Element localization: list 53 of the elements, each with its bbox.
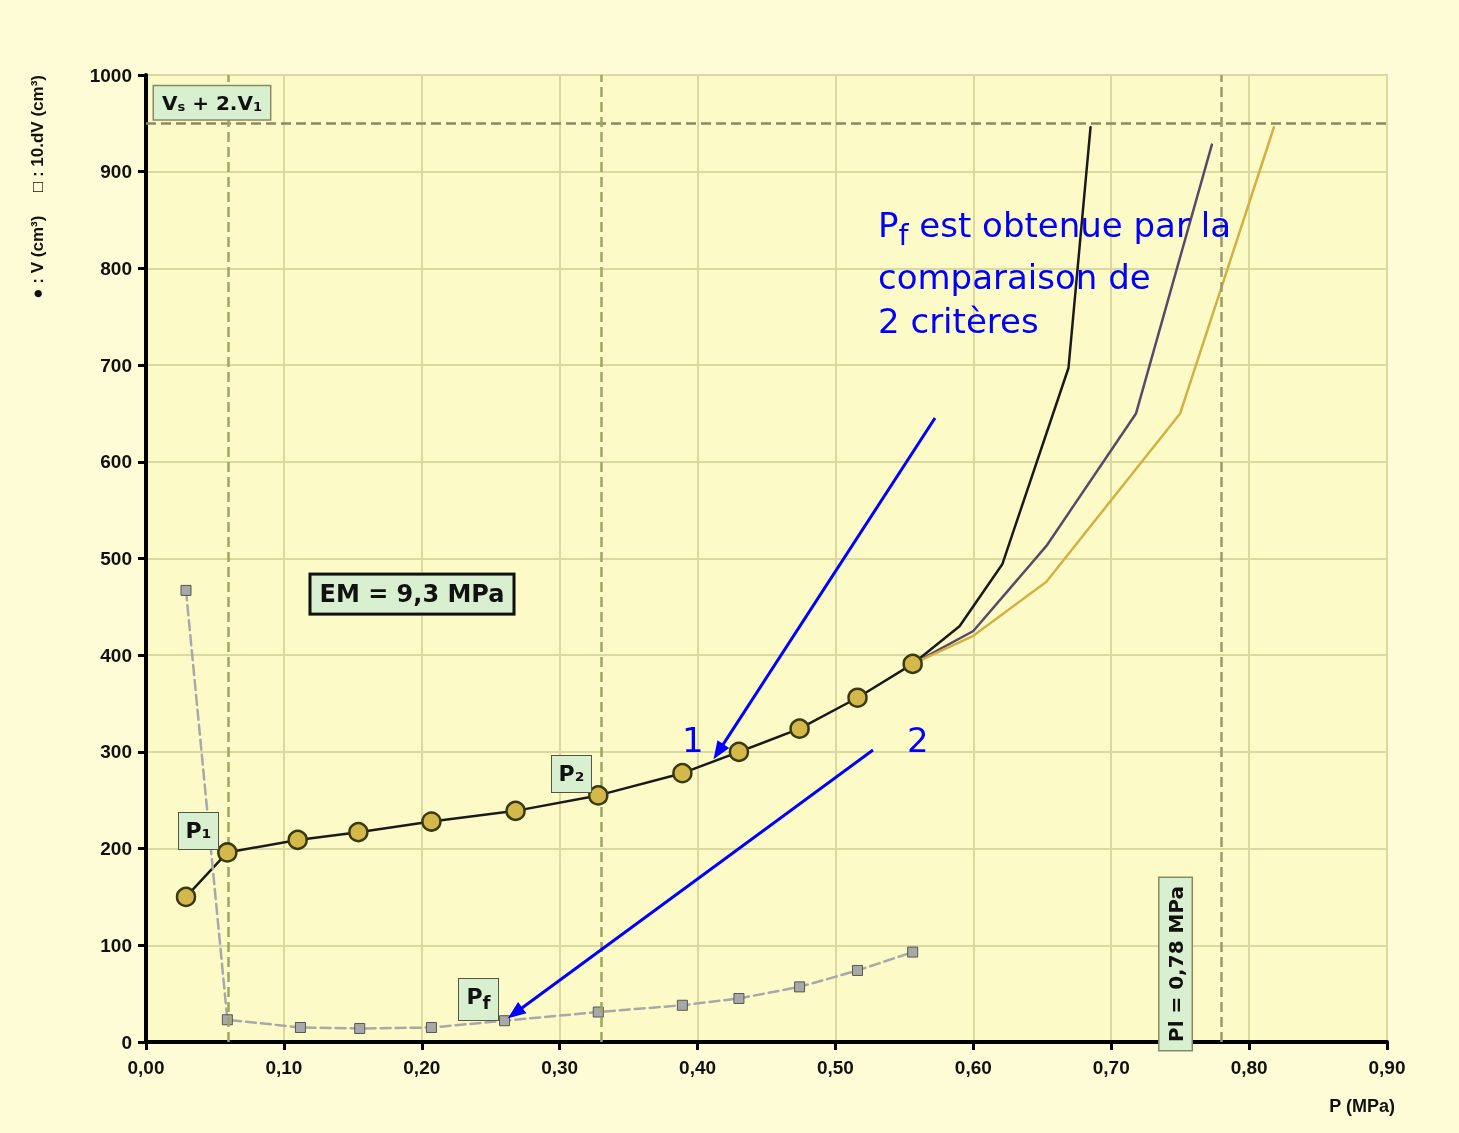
- point: [294, 1021, 306, 1033]
- y-tick-label: 800: [100, 257, 132, 279]
- point: [672, 762, 693, 784]
- point: [175, 886, 197, 908]
- ref-line-label: Pl = 0,78 MPa: [1163, 885, 1188, 1042]
- x-tick-label: 0,70: [1092, 1057, 1130, 1078]
- y-tick-label: 900: [100, 161, 132, 183]
- y-tick-label: 500: [100, 548, 132, 569]
- point: [499, 1015, 511, 1027]
- x-tick-label: 0,10: [265, 1057, 303, 1078]
- point: [180, 584, 192, 596]
- y-axis-title: ● : V (cm³) □ : 10.dV (cm³): [28, 75, 47, 299]
- y-tick-label: 100: [100, 934, 132, 956]
- annotation: 2: [907, 719, 929, 762]
- annotation: P₂: [550, 755, 593, 794]
- y-tick-label: 400: [100, 644, 132, 666]
- annotation: P₁: [177, 812, 220, 851]
- annotation: P$_{f}$: [458, 978, 499, 1021]
- point: [217, 842, 238, 863]
- y-tick-label: 700: [100, 354, 132, 376]
- point: [902, 653, 923, 675]
- x-tick-label: 0,90: [1368, 1057, 1406, 1078]
- y-tick-label: 300: [100, 741, 132, 763]
- x-tick-label: 0,30: [541, 1057, 579, 1078]
- point: [348, 821, 369, 843]
- point: [425, 1021, 437, 1033]
- point: [794, 981, 806, 993]
- annotation: EM = 9,3 MPa: [308, 572, 516, 616]
- x-tick-label: 0,40: [679, 1057, 717, 1078]
- x-tick-label: 0,50: [816, 1057, 854, 1078]
- annotation: 1: [682, 719, 704, 762]
- y-tick-label: 600: [100, 451, 132, 473]
- x-tick-label: 0,20: [403, 1057, 441, 1078]
- x-tick-label: 0,60: [954, 1057, 992, 1078]
- point: [733, 992, 745, 1004]
- point: [354, 1022, 366, 1034]
- point: [287, 829, 308, 851]
- y-tick-label: 200: [100, 838, 132, 860]
- point: [588, 785, 609, 806]
- point: [676, 999, 688, 1011]
- point: [847, 687, 868, 708]
- y-tick-label: 1000: [89, 64, 132, 86]
- point: [852, 964, 864, 976]
- ref-line-label: Vs + 2.V1: [162, 90, 262, 115]
- x-axis-title: P (MPa): [1329, 1096, 1395, 1116]
- x-tick-label: 0,00: [127, 1057, 165, 1078]
- y-tick-label: 0: [121, 1031, 132, 1053]
- x-tick-label: 0,80: [1230, 1057, 1268, 1078]
- point: [505, 800, 526, 822]
- point: [907, 946, 919, 958]
- point: [789, 718, 810, 739]
- point: [421, 811, 442, 832]
- point: [728, 741, 750, 763]
